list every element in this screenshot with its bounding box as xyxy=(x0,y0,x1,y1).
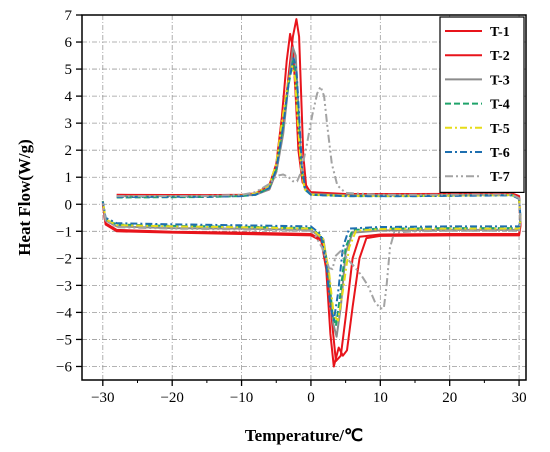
x-tick-label: 10 xyxy=(373,390,388,406)
x-tick-label: −30 xyxy=(91,390,114,406)
y-tick-label: −5 xyxy=(56,332,72,348)
y-tick-label: −1 xyxy=(56,224,72,240)
y-tick-label: 2 xyxy=(65,143,73,159)
y-tick-label: 0 xyxy=(65,197,73,213)
y-tick-label: −4 xyxy=(56,305,72,321)
legend-label: T-5 xyxy=(490,122,510,137)
x-tick-label: −10 xyxy=(230,390,253,406)
plot-frame xyxy=(81,14,527,381)
y-axis-title: Heat Flow(W/g) xyxy=(15,139,34,256)
y-tick-label: 7 xyxy=(65,8,73,24)
legend: T-1 T-2 T-3 T-4 T-5 T-6 T-7 xyxy=(439,16,525,193)
y-tick-label: 5 xyxy=(65,62,73,78)
y-tick-label: −3 xyxy=(56,278,72,294)
y-tick-label: 6 xyxy=(65,35,73,51)
y-tick-label: 3 xyxy=(65,116,73,132)
series-lines xyxy=(101,18,522,368)
series-line-t-5 xyxy=(101,65,522,322)
x-tick-label: −20 xyxy=(160,390,183,406)
legend-box xyxy=(439,16,525,193)
x-tick-label: 20 xyxy=(442,390,457,406)
y-tick-label: 1 xyxy=(65,170,73,186)
series-line-t-7 xyxy=(101,85,522,310)
x-tick-label: 30 xyxy=(512,390,527,406)
legend-label: T-1 xyxy=(490,25,510,40)
legend-label: T-6 xyxy=(490,146,510,161)
legend-label: T-3 xyxy=(490,73,510,88)
x-tick-label: 0 xyxy=(307,390,315,406)
y-tick-label: 4 xyxy=(65,89,73,105)
legend-label: T-4 xyxy=(490,98,510,113)
legend-label: T-2 xyxy=(490,49,510,64)
y-tick-label: −2 xyxy=(56,251,72,267)
x-axis-title: Temperature/℃ xyxy=(245,426,363,445)
legend-label: T-7 xyxy=(490,170,510,185)
y-tick-label: −6 xyxy=(56,359,72,375)
